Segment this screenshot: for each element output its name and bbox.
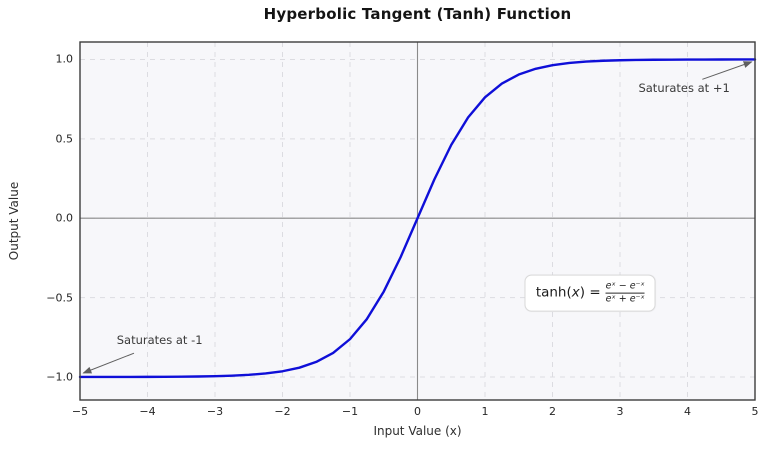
annotation-saturates-plus-one: Saturates at +1 — [638, 81, 730, 96]
x-tick-label: −3 — [206, 405, 224, 418]
annotation-arrow — [82, 352, 135, 374]
annotation-arrow — [702, 61, 753, 80]
x-tick-label: 2 — [549, 405, 556, 418]
x-tick-label: 0 — [414, 405, 421, 418]
y-tick-label: 1.0 — [55, 52, 74, 66]
formula-fraction: eˣ − e⁻ˣ eˣ + e⁻ˣ — [605, 280, 645, 305]
x-tick-label: 4 — [684, 405, 691, 418]
x-tick-label: 1 — [481, 405, 489, 418]
x-tick-label: 5 — [751, 405, 759, 418]
y-tick-label: 0.5 — [55, 132, 74, 146]
formula-box: tanh(x) = eˣ − e⁻ˣ eˣ + e⁻ˣ — [524, 274, 656, 312]
x-tick-label: −1 — [341, 405, 359, 418]
y-axis-label: Output Value — [7, 181, 21, 261]
formula-prefix: tanh(x) = — [535, 284, 601, 301]
x-tick-label: −5 — [71, 405, 89, 418]
x-tick-label: 3 — [616, 405, 624, 418]
y-tick-label: −0.5 — [46, 291, 73, 305]
y-tick-label: 0.0 — [55, 211, 74, 225]
x-tick-label: −4 — [139, 405, 156, 418]
formula-numerator: eˣ − e⁻ˣ — [605, 280, 645, 292]
y-tick-label: −1.0 — [46, 370, 73, 384]
chart-title: Hyperbolic Tangent (Tanh) Function — [263, 5, 572, 23]
plot-border — [79, 41, 756, 401]
x-tick-label: −2 — [274, 405, 291, 418]
tanh-curve — [78, 58, 757, 379]
annotation-saturates-minus-one: Saturates at -1 — [116, 333, 203, 348]
x-axis-label: Input Value (x) — [373, 424, 462, 438]
formula-denominator: eˣ + e⁻ˣ — [605, 292, 645, 305]
